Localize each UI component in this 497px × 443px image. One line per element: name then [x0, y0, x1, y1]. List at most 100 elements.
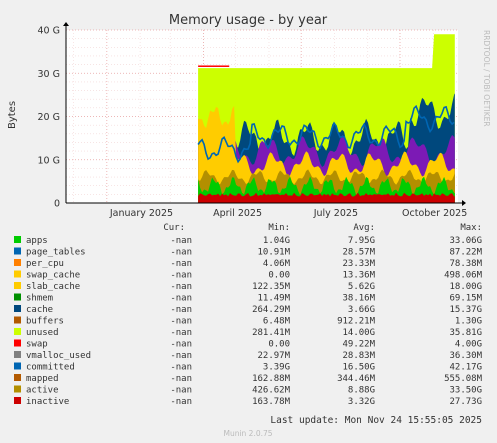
- legend-item-committed: committed -nan 3.39G 16.50G 42.17G: [14, 362, 482, 373]
- legend-name: buffers: [26, 317, 64, 327]
- legend-max: 15.37G: [449, 305, 482, 315]
- legend-min: 163.78M: [252, 397, 291, 407]
- y-tick-label: 20 G: [38, 112, 60, 123]
- legend-avg: 5.62G: [348, 282, 375, 292]
- legend-min: 0.00: [268, 340, 290, 350]
- legend-swatch: [14, 316, 21, 324]
- legend-header-max: Max:: [460, 223, 482, 233]
- legend-max: 498.06M: [444, 271, 483, 281]
- legend-item-mapped: mapped -nan 162.88M 344.46M 555.08M: [14, 374, 483, 384]
- legend-avg: 38.16M: [342, 294, 375, 304]
- legend-item-shmem: shmem -nan 11.49M 38.16M 69.15M: [14, 293, 483, 304]
- legend-cur: -nan: [170, 305, 192, 315]
- legend-min: 6.48M: [263, 317, 291, 327]
- legend-item-page-tables: page_tables -nan 10.91M 28.57M 87.22M: [14, 247, 483, 258]
- legend-min: 426.62M: [252, 386, 291, 396]
- legend-cur: -nan: [170, 340, 192, 350]
- data-areas: [197, 34, 455, 203]
- chart-title: Memory usage - by year: [169, 13, 328, 28]
- legend-name: apps: [26, 236, 48, 246]
- legend-avg: 28.83M: [342, 351, 375, 361]
- y-tick-label: 10 G: [38, 155, 60, 166]
- legend-max: 42.17G: [449, 363, 482, 373]
- legend-item-per-cpu: per_cpu -nan 4.06M 23.33M 78.38M: [14, 259, 483, 269]
- legend-avg: 344.46M: [337, 374, 376, 384]
- legend-min: 10.91M: [257, 248, 290, 258]
- legend-swatch: [14, 339, 21, 347]
- legend-max: 35.81G: [449, 328, 482, 338]
- legend-name: swap: [26, 340, 48, 350]
- legend-cur: -nan: [170, 259, 192, 269]
- y-axis-label: Bytes: [7, 101, 18, 129]
- legend-item-swap: swap -nan 0.00 49.22M 4.00G: [14, 339, 482, 350]
- legend-header-cur: Cur:: [163, 223, 185, 233]
- legend-name: cache: [26, 305, 53, 315]
- x-tick-labels: January 2025 April 2025 July 2025 October 2…: [109, 208, 467, 219]
- legend-swatch: [14, 351, 21, 358]
- legend-name: inactive: [26, 397, 69, 407]
- legend-min: 1.04G: [263, 236, 290, 246]
- legend-avg: 3.66G: [348, 305, 375, 315]
- committed-line: [197, 104, 455, 164]
- legend-item-buffers: buffers -nan 6.48M 912.21M 1.30G: [14, 316, 482, 327]
- legend-name: active: [26, 386, 59, 396]
- legend-cur: -nan: [170, 317, 192, 327]
- legend-avg: 13.36M: [342, 271, 375, 281]
- legend-swatch: [14, 362, 21, 370]
- legend-cur: -nan: [170, 294, 192, 304]
- legend-name: swap_cache: [26, 271, 80, 281]
- area-inactive: [198, 192, 455, 203]
- legend-max: 555.08M: [444, 374, 483, 384]
- legend-avg: 3.32G: [348, 397, 375, 407]
- legend-min: 122.35M: [252, 282, 291, 292]
- legend-swatch: [14, 328, 21, 335]
- legend-max: 33.50G: [449, 386, 482, 396]
- y-tick-label: 40 G: [38, 26, 60, 37]
- legend-header-min: Min:: [268, 223, 290, 233]
- legend-avg: 912.21M: [337, 317, 376, 327]
- legend-swatch: [14, 270, 21, 278]
- legend-max: 4.00G: [455, 340, 482, 350]
- legend-avg: 7.95G: [348, 236, 375, 246]
- legend-cur: -nan: [170, 374, 192, 384]
- legend-header-avg: Avg:: [353, 223, 375, 233]
- legend-item-slab-cache: slab_cache -nan 122.35M 5.62G 18.00G: [14, 282, 482, 292]
- legend-swatch: [14, 236, 21, 243]
- last-update: Last update: Mon Nov 24 15:55:05 2025: [270, 415, 482, 426]
- legend-name: vmalloc_used: [26, 351, 91, 361]
- legend-item-apps: apps -nan 1.04G 7.95G 33.06G: [14, 236, 482, 246]
- legend-item-vmalloc-used: vmalloc_used -nan 22.97M 28.83M 36.30M: [14, 351, 483, 361]
- x-tick-label: April 2025: [213, 208, 262, 219]
- legend-cur: -nan: [170, 363, 192, 373]
- x-tick-label: October 2025: [402, 208, 467, 219]
- legend-item-active: active -nan 426.62M 8.88G 33.50G: [14, 385, 482, 396]
- y-axis-arrow: [63, 22, 69, 26]
- legend-min: 264.29M: [252, 305, 291, 315]
- legend-max: 18.00G: [449, 282, 482, 292]
- legend-max: 27.73G: [449, 397, 482, 407]
- legend-max: 33.06G: [449, 236, 482, 246]
- legend-swatch: [14, 374, 21, 381]
- legend-name: per_cpu: [26, 259, 64, 269]
- legend-swatch: [14, 293, 21, 301]
- y-tick-labels: 0 10 G 20 G 30 G 40 G: [38, 26, 60, 210]
- legend-max: 69.15M: [449, 294, 482, 304]
- legend-item-unused: unused -nan 281.41M 14.00G 35.81G: [14, 328, 482, 338]
- legend: Cur: Min: Avg: Max: apps -nan 1.04G 7.95G 33…: [14, 223, 483, 407]
- munin-version: Munin 2.0.75: [223, 429, 272, 438]
- legend-name: page_tables: [26, 248, 86, 258]
- legend-name: slab_cache: [26, 282, 80, 292]
- legend-min: 0.00: [268, 271, 290, 281]
- legend-max: 78.38M: [449, 259, 482, 269]
- legend-max: 36.30M: [449, 351, 482, 361]
- legend-swatch: [14, 282, 21, 289]
- legend-max: 1.30G: [455, 317, 482, 327]
- legend-cur: -nan: [170, 397, 192, 407]
- x-tick-label: January 2025: [109, 208, 173, 219]
- legend-swatch: [14, 397, 21, 404]
- legend-min: 22.97M: [257, 351, 290, 361]
- legend-name: committed: [26, 363, 75, 373]
- legend-cur: -nan: [170, 271, 192, 281]
